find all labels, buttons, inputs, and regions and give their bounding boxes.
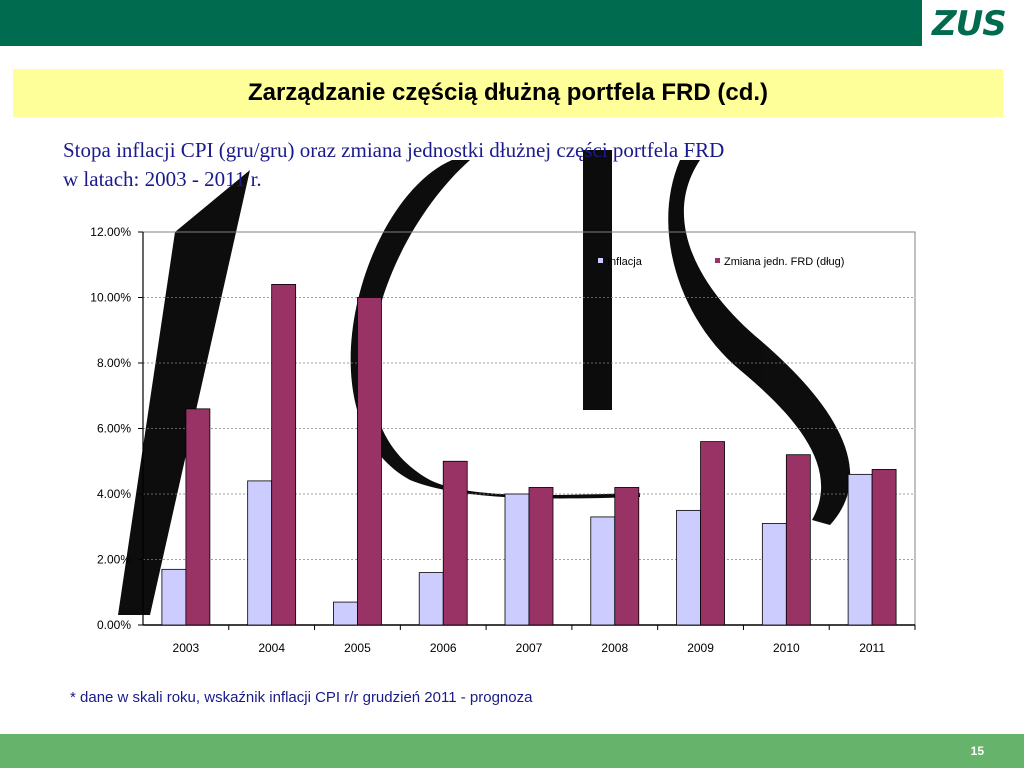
legend-label: Inflacja <box>607 256 643 268</box>
y-tick-label: 8.00% <box>97 356 131 370</box>
bar-inflacja <box>847 473 873 626</box>
plot-area: 0.00% 2.00% 4.00% 6.00% 8.00% 10.00% 12.00% 200… <box>90 225 916 655</box>
x-tick-label: 2003 <box>173 641 200 655</box>
bar-inflacja <box>333 601 358 626</box>
slide-title: Zarządzanie częścią dłużną portfela FRD … <box>247 79 769 106</box>
bar-zmiana <box>528 487 554 626</box>
watermark-z-stroke <box>118 170 250 615</box>
bar-inflacja <box>761 523 787 626</box>
bar-zmiana <box>442 460 468 626</box>
bar-inflacja <box>247 480 273 626</box>
x-tick-label: 2011 <box>859 641 885 655</box>
footnote: * dane w skali roku, wskaźnik inflacji C… <box>70 689 533 706</box>
legend-label: Zmiana jedn. FRD (dług) <box>724 256 844 268</box>
x-tick-label: 2009 <box>687 641 714 655</box>
bar-zmiana <box>700 441 725 626</box>
x-tick-label: 2008 <box>601 641 628 655</box>
y-tick-label: 4.00% <box>97 487 131 501</box>
bar-inflacja <box>590 516 616 626</box>
bar-zmiana <box>871 469 897 626</box>
bar-zmiana <box>614 487 640 626</box>
bar-zmiana <box>785 454 811 626</box>
y-tick-label: 2.00% <box>97 553 131 567</box>
legend-swatch <box>715 258 720 263</box>
title-banner: Zarządzanie częścią dłużną portfela FRD … <box>13 69 1003 117</box>
page-number: 15 <box>970 744 984 758</box>
watermark-logo <box>118 150 851 615</box>
watermark-s-stroke <box>668 160 851 525</box>
x-tick-label: 2006 <box>430 641 457 655</box>
x-tick-label: 2007 <box>516 641 543 655</box>
chart-subtitle: Stopa inflacji CPI (gru/gru) oraz zmiana… <box>63 136 923 194</box>
bar-zmiana <box>185 408 211 626</box>
bar-inflacja <box>161 568 187 626</box>
y-tick-label: 0.00% <box>97 618 131 632</box>
x-tick-label: 2010 <box>773 641 800 655</box>
y-tick-label: 12.00% <box>90 225 131 239</box>
watermark-u-stem <box>583 150 612 410</box>
bar-inflacja <box>504 493 530 626</box>
header-bar: ZUS <box>0 0 1024 46</box>
x-tick-label: 2005 <box>344 641 371 655</box>
subtitle-line-1: Stopa inflacji CPI (gru/gru) oraz zmiana… <box>63 138 725 162</box>
bar-zmiana <box>357 297 382 626</box>
logo: ZUS <box>922 0 1024 46</box>
subtitle-line-2: w latach: 2003 - 2011 r. <box>63 167 262 191</box>
y-tick-label: 6.00% <box>97 422 131 436</box>
logo-text: ZUS <box>932 4 1007 44</box>
bar-inflacja <box>418 572 444 626</box>
y-tick-label: 10.00% <box>90 291 131 305</box>
x-tick-label: 2004 <box>258 641 285 655</box>
footer-bar: 15 <box>0 734 1024 768</box>
bar-inflacja <box>676 509 701 626</box>
legend-swatch <box>598 258 603 263</box>
bar-zmiana <box>271 283 297 626</box>
